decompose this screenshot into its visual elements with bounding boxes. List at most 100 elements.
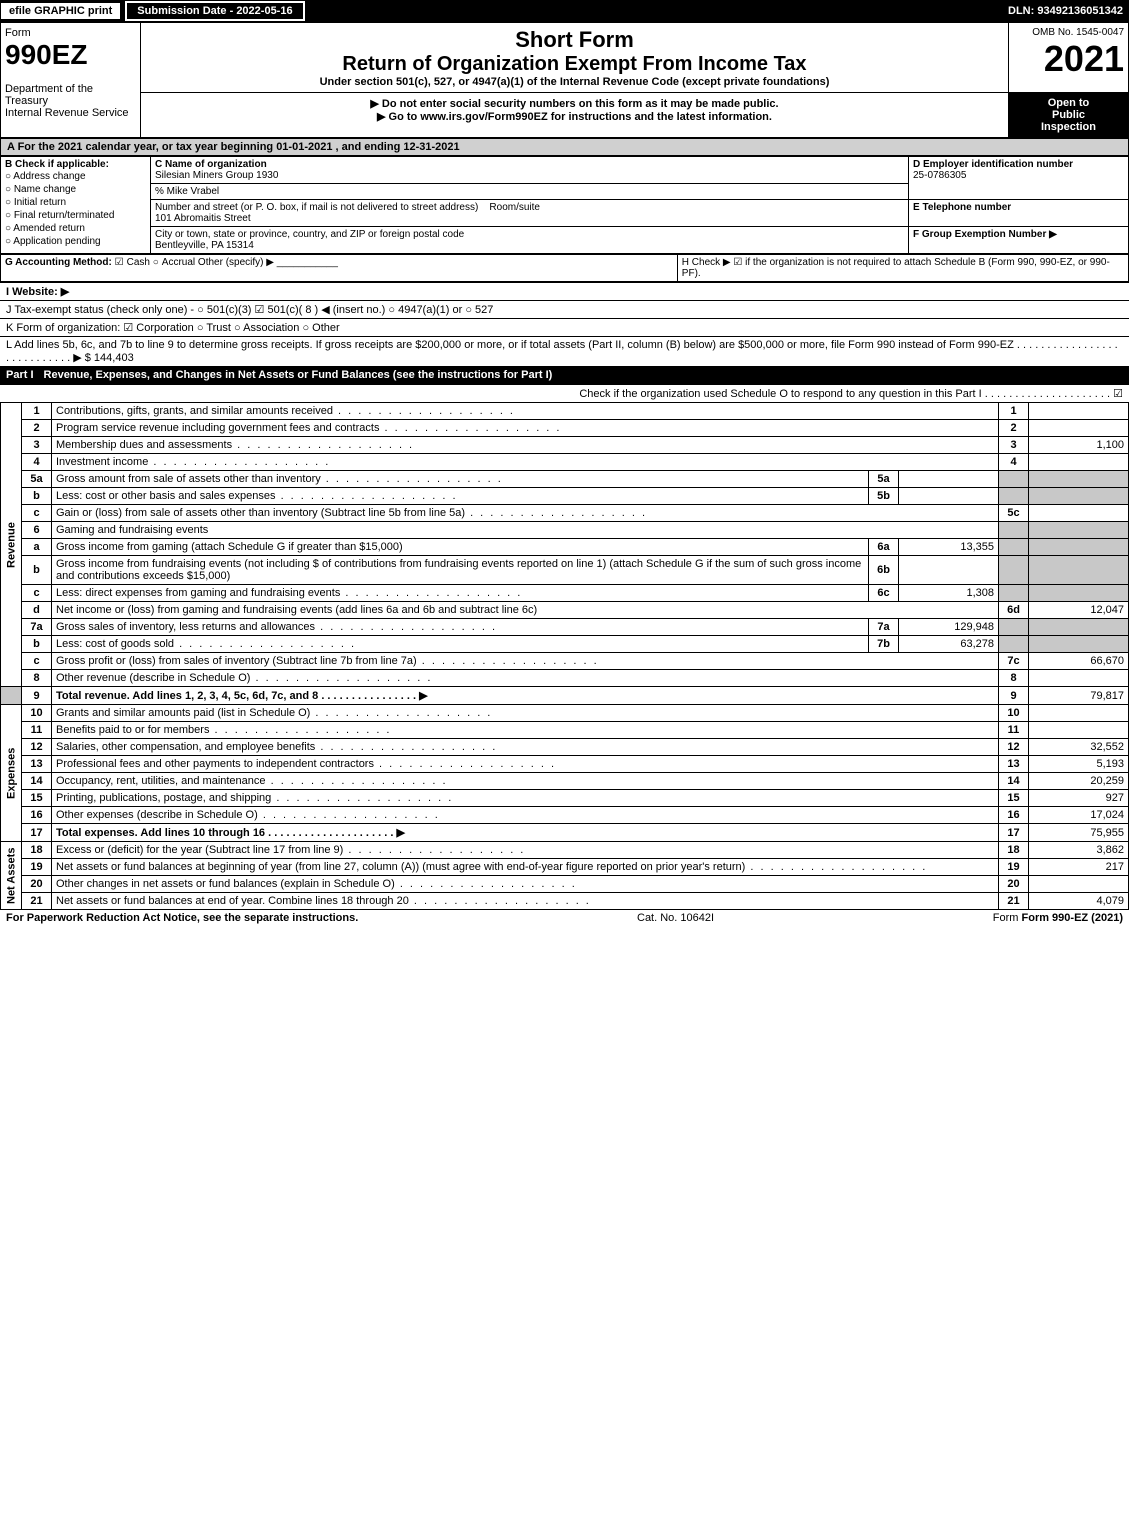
sn-5a: 5a <box>869 471 899 488</box>
desc-6d: Net income or (loss) from gaming and fun… <box>52 602 999 619</box>
sv-7a: 129,948 <box>899 619 999 636</box>
footer-left: For Paperwork Reduction Act Notice, see … <box>6 912 358 924</box>
desc-5b: Less: cost or other basis and sales expe… <box>52 488 869 505</box>
box-k: K Form of organization: ☑ Corporation ○ … <box>0 318 1129 336</box>
room-label: Room/suite <box>489 202 540 213</box>
cv-21: 4,079 <box>1029 893 1129 910</box>
subtitle: Under section 501(c), 527, or 4947(a)(1)… <box>145 76 1004 88</box>
ln-12: 12 <box>22 739 52 756</box>
sn-5b: 5b <box>869 488 899 505</box>
cn-15: 15 <box>999 790 1029 807</box>
chk-pending[interactable]: Application pending <box>5 235 146 248</box>
sn-6c: 6c <box>869 585 899 602</box>
rev-bottom <box>1 687 22 705</box>
cn-3: 3 <box>999 437 1029 454</box>
shade-6a-v <box>1029 539 1129 556</box>
cv-4 <box>1029 454 1129 471</box>
ln-8: 8 <box>22 670 52 687</box>
omb-number: OMB No. 1545-0047 <box>1013 27 1124 38</box>
ln-6a: a <box>22 539 52 556</box>
cn-10: 10 <box>999 705 1029 722</box>
efile-badge: efile GRAPHIC print <box>0 2 121 20</box>
desc-6a: Gross income from gaming (attach Schedul… <box>52 539 869 556</box>
desc-5c: Gain or (loss) from sale of assets other… <box>52 505 999 522</box>
ln-16: 16 <box>22 807 52 824</box>
boxes-g-h: G Accounting Method: Cash Accrual Other … <box>0 254 1129 282</box>
desc-13: Professional fees and other payments to … <box>52 756 999 773</box>
desc-1: Contributions, gifts, grants, and simila… <box>52 403 999 420</box>
cn-18: 18 <box>999 842 1029 859</box>
chk-address[interactable]: Address change <box>5 170 146 183</box>
cn-12: 12 <box>999 739 1029 756</box>
city: Bentleyville, PA 15314 <box>155 240 254 251</box>
ln-5a: 5a <box>22 471 52 488</box>
ln-6c: c <box>22 585 52 602</box>
page-footer: For Paperwork Reduction Act Notice, see … <box>0 910 1129 926</box>
chk-final[interactable]: Final return/terminated <box>5 209 146 222</box>
cn-13: 13 <box>999 756 1029 773</box>
ln-21: 21 <box>22 893 52 910</box>
cv-10 <box>1029 705 1129 722</box>
cv-15: 927 <box>1029 790 1129 807</box>
chk-amended[interactable]: Amended return <box>5 222 146 235</box>
ln-1: 1 <box>22 403 52 420</box>
cv-18: 3,862 <box>1029 842 1129 859</box>
cash-check[interactable]: Cash <box>115 257 150 268</box>
desc-5a: Gross amount from sale of assets other t… <box>52 471 869 488</box>
footer-right-text: Form 990-EZ (2021) <box>1022 912 1123 924</box>
part1-check: Check if the organization used Schedule … <box>0 384 1129 402</box>
ln-18: 18 <box>22 842 52 859</box>
chk-name[interactable]: Name change <box>5 183 146 196</box>
form-header: Form 990EZ Department of the Treasury In… <box>0 22 1129 138</box>
other-specify[interactable]: Other (specify) ▶ <box>198 257 274 268</box>
cv-9: 79,817 <box>1029 687 1129 705</box>
ln-5b: b <box>22 488 52 505</box>
cn-17: 17 <box>999 824 1029 842</box>
sn-7b: 7b <box>869 636 899 653</box>
ein: 25-0786305 <box>913 170 966 181</box>
footer-mid: Cat. No. 10642I <box>637 912 714 924</box>
sn-7a: 7a <box>869 619 899 636</box>
ln-6b: b <box>22 556 52 585</box>
desc-2: Program service revenue including govern… <box>52 420 999 437</box>
cn-14: 14 <box>999 773 1029 790</box>
open-line3: Inspection <box>1013 121 1124 133</box>
box-i: I Website: ▶ <box>0 282 1129 300</box>
ln-17: 17 <box>22 824 52 842</box>
cv-11 <box>1029 722 1129 739</box>
box-j: J Tax-exempt status (check only one) - ○… <box>0 300 1129 318</box>
irs: Internal Revenue Service <box>5 107 129 119</box>
desc-17-text: Total expenses. Add lines 10 through 16 <box>56 827 265 839</box>
form-number: 990EZ <box>5 39 88 70</box>
shade-6 <box>999 522 1029 539</box>
sv-6c: 1,308 <box>899 585 999 602</box>
shade-5b <box>999 488 1029 505</box>
chk-initial[interactable]: Initial return <box>5 196 146 209</box>
shade-6b-v <box>1029 556 1129 585</box>
form-word: Form <box>5 27 31 39</box>
shade-7b-v <box>1029 636 1129 653</box>
desc-14: Occupancy, rent, utilities, and maintena… <box>52 773 999 790</box>
cv-3: 1,100 <box>1029 437 1129 454</box>
desc-3: Membership dues and assessments <box>52 437 999 454</box>
part-title: Revenue, Expenses, and Changes in Net As… <box>44 369 1123 381</box>
accrual-check[interactable]: Accrual <box>153 257 195 268</box>
desc-8: Other revenue (describe in Schedule O) <box>52 670 999 687</box>
cv-20 <box>1029 876 1129 893</box>
cv-5c <box>1029 505 1129 522</box>
city-label: City or town, state or province, country… <box>155 229 464 240</box>
desc-7b: Less: cost of goods sold <box>52 636 869 653</box>
ln-7c: c <box>22 653 52 670</box>
section-a: A For the 2021 calendar year, or tax yea… <box>0 138 1129 156</box>
desc-9-text: Total revenue. Add lines 1, 2, 3, 4, 5c,… <box>56 690 318 702</box>
care-of: % Mike Vrabel <box>155 186 219 197</box>
goto-link[interactable]: ▶ Go to www.irs.gov/Form990EZ for instru… <box>145 110 1004 123</box>
shade-7b <box>999 636 1029 653</box>
shade-6a <box>999 539 1029 556</box>
ln-3: 3 <box>22 437 52 454</box>
revenue-section: Revenue <box>1 403 22 687</box>
desc-6c: Less: direct expenses from gaming and fu… <box>52 585 869 602</box>
cv-2 <box>1029 420 1129 437</box>
desc-11: Benefits paid to or for members <box>52 722 999 739</box>
cv-19: 217 <box>1029 859 1129 876</box>
